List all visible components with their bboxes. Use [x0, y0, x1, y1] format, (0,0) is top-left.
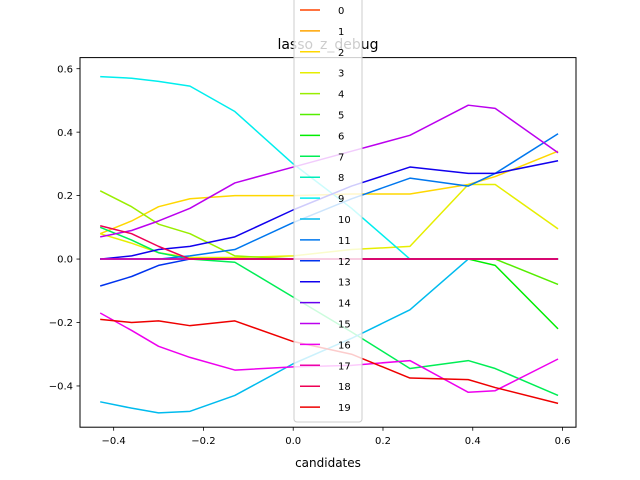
legend-label-10: 10 — [338, 215, 351, 226]
y-tick-label: 0.4 — [57, 128, 73, 139]
series-line-16 — [99, 312, 559, 394]
y-tick-label: 0.0 — [57, 255, 73, 266]
series-line-19 — [100, 318, 559, 405]
legend-label-16: 16 — [338, 340, 351, 351]
legend-label-6: 6 — [338, 131, 344, 142]
y-tick-label: 0.6 — [57, 64, 73, 75]
legend-label-3: 3 — [338, 69, 344, 80]
legend-label-4: 4 — [338, 90, 344, 101]
legend-label-7: 7 — [338, 152, 344, 163]
y-tick-label: −0.4 — [49, 382, 73, 393]
legend-label-13: 13 — [338, 278, 351, 289]
x-tick-label: −0.2 — [191, 436, 215, 447]
x-tick-label: −0.4 — [102, 436, 126, 447]
y-tick-label: 0.2 — [57, 191, 73, 202]
legend-label-8: 8 — [338, 173, 344, 184]
legend-label-1: 1 — [338, 27, 344, 38]
legend-label-14: 14 — [338, 299, 351, 310]
x-axis-label: candidates — [295, 456, 361, 470]
series-line-7 — [99, 226, 559, 397]
legend-label-5: 5 — [338, 111, 344, 122]
x-tick-label: 0.6 — [555, 436, 571, 447]
legend-label-17: 17 — [338, 361, 351, 372]
series-line-18 — [100, 225, 559, 260]
series-line-15 — [100, 104, 559, 238]
x-tick-label: 0.2 — [375, 436, 391, 447]
x-tick-label: 0.0 — [285, 436, 301, 447]
legend-label-0: 0 — [338, 6, 344, 17]
series-line-3 — [99, 183, 559, 259]
legend-label-18: 18 — [338, 382, 351, 393]
y-axis-ticks: −0.4 −0.2 0.0 0.2 0.4 0.6 — [49, 64, 80, 393]
x-tick-label: 0.4 — [465, 436, 481, 447]
legend-label-12: 12 — [338, 257, 351, 268]
y-tick-label: −0.2 — [49, 318, 73, 329]
plot-lines — [99, 75, 559, 414]
legend-label-9: 9 — [338, 194, 344, 205]
legend-label-19: 19 — [338, 403, 351, 414]
legend-label-2: 2 — [338, 48, 344, 59]
legend-label-15: 15 — [338, 320, 351, 331]
x-axis-ticks: −0.4 −0.2 0.0 0.2 0.4 0.6 — [102, 427, 571, 447]
series-line-13 — [100, 159, 559, 260]
legend-label-11: 11 — [338, 236, 351, 247]
legend-box — [293, 0, 363, 423]
